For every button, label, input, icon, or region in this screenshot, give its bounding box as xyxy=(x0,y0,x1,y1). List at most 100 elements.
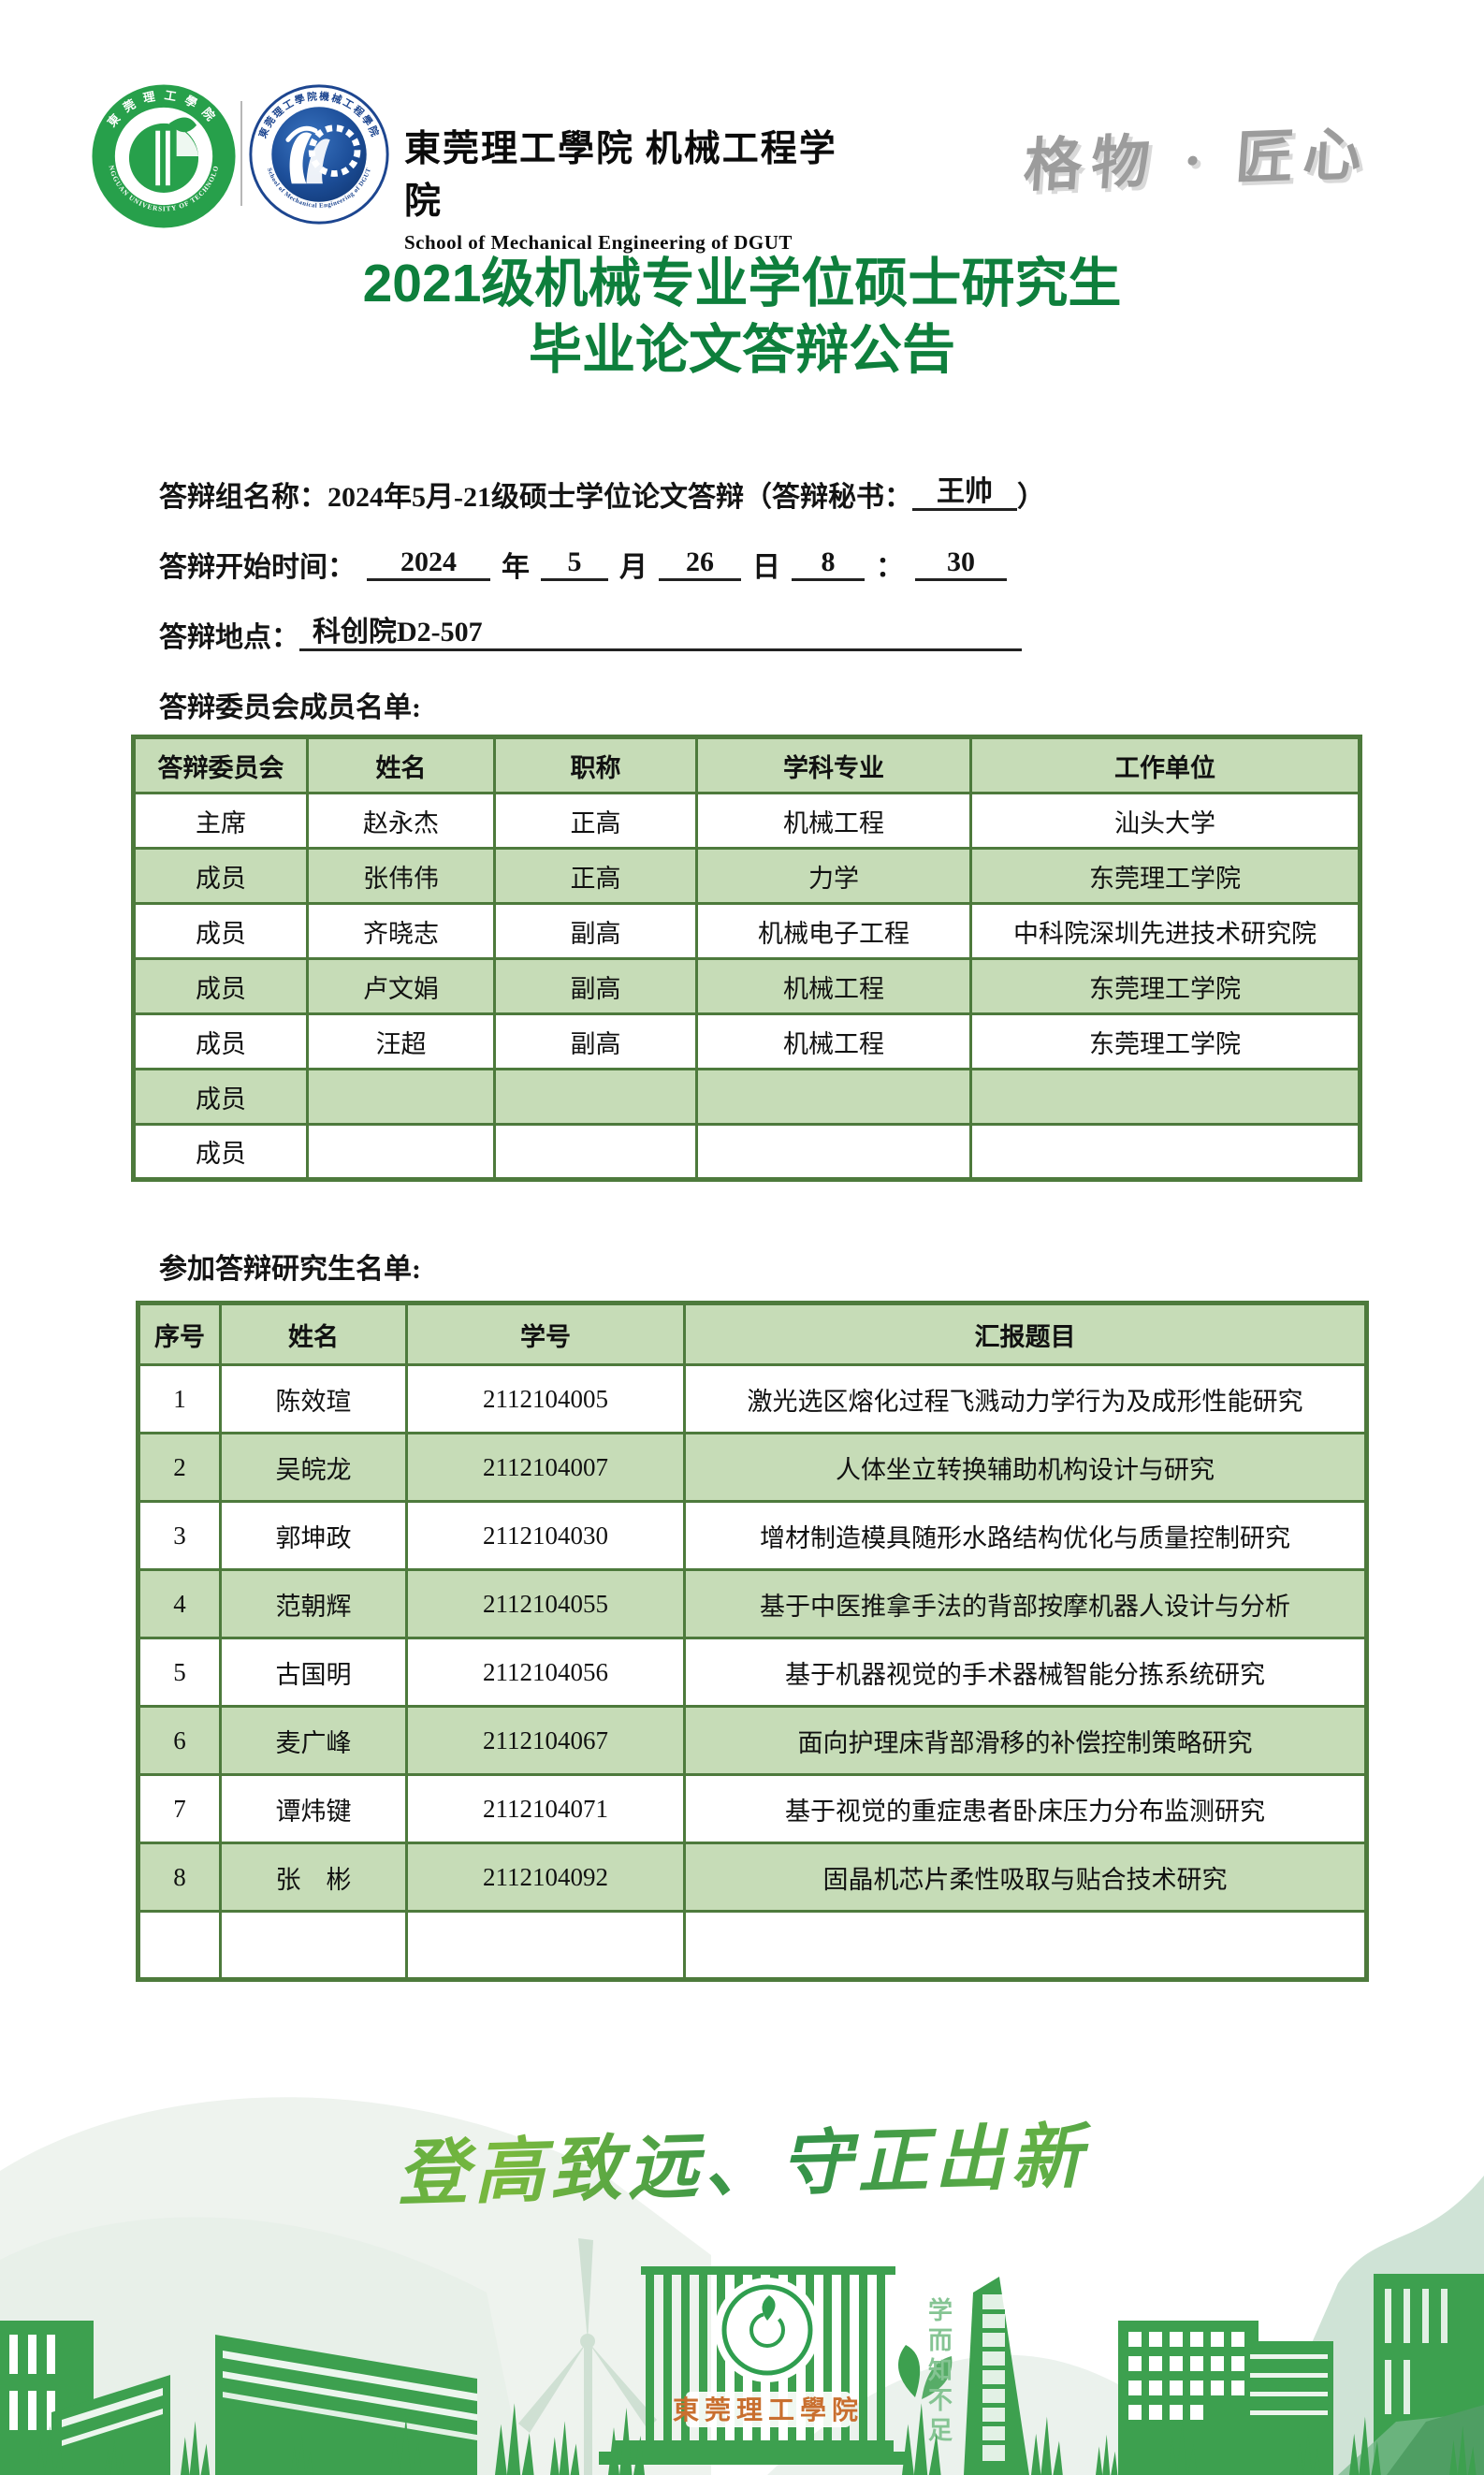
page-title-line2: 毕业论文答辩公告 xyxy=(529,320,955,380)
table-row xyxy=(137,1910,1368,1981)
defense-group-line: 答辩组名称： 2024年5月-21级硕士学位论文答辩（答辩秘书： 王帅） xyxy=(159,459,1347,529)
defense-venue-line: 答辩地点： 科创院D2-507 xyxy=(159,599,1347,669)
table-cell: 张 彬 xyxy=(219,1842,408,1913)
table-cell: 卢文娟 xyxy=(306,957,496,1015)
table-cell: 力学 xyxy=(695,847,972,905)
table-cell: 成员 xyxy=(132,1123,309,1181)
table-cell: 2112104030 xyxy=(405,1500,686,1571)
table-row: 4 范朝辉 2112104055 基于中医推拿手法的背部按摩机器人设计与分析 xyxy=(137,1568,1368,1639)
building-silhouette-right xyxy=(1118,2274,1484,2475)
defense-group-suffix: ） xyxy=(1017,481,1045,513)
table-cell: 7 xyxy=(137,1773,222,1844)
table-cell: 1 xyxy=(137,1363,222,1434)
table-cell: 副高 xyxy=(493,957,698,1015)
table-cell: 范朝辉 xyxy=(219,1568,408,1639)
page-title: 2021级机械专业学位硕士研究生 毕业论文答辩公告 xyxy=(0,251,1484,384)
stone-inscription: 学而知不足 xyxy=(925,2296,953,2447)
table-row: 成员 xyxy=(132,1123,1361,1181)
table-cell: 面向护理床背部滑移的补偿控制策略研究 xyxy=(683,1705,1368,1776)
table-cell: 吴皖龙 xyxy=(219,1432,408,1503)
table-cell: 主席 xyxy=(132,792,309,850)
table-cell xyxy=(683,1910,1368,1981)
table-cell: 6 xyxy=(137,1705,222,1776)
table-cell xyxy=(405,1910,686,1981)
table-cell xyxy=(306,1068,496,1126)
table-cell xyxy=(695,1123,972,1181)
column-header: 序号 xyxy=(137,1302,222,1366)
table-cell: 成员 xyxy=(132,957,309,1015)
table-row: 成员 张伟伟 正高 力学 东莞理工学院 xyxy=(132,847,1361,905)
defense-year: 2024 xyxy=(367,546,490,581)
table-cell: 2112104007 xyxy=(405,1432,686,1503)
table-cell: 麦广峰 xyxy=(219,1705,408,1776)
table-cell xyxy=(695,1068,972,1126)
table-row: 5 古国明 2112104056 基于机器视觉的手术器械智能分拣系统研究 xyxy=(137,1637,1368,1708)
table-cell: 增材制造模具随形水路结构优化与质量控制研究 xyxy=(683,1500,1368,1571)
campus-tower: 東莞理工學院 xyxy=(599,2266,908,2465)
committee-table: 答辩委员会 姓名 职称 学科专业 工作单位 主席 赵永杰 正高 机械工程 汕头大学 成员 张伟伟 正高力… xyxy=(131,735,1362,1182)
table-cell: 基于视觉的重症患者卧床压力分布监测研究 xyxy=(683,1773,1368,1844)
column-header: 姓名 xyxy=(219,1302,408,1366)
header-row: 答辩委员会 姓名 职称 学科专业 工作单位 xyxy=(132,735,1361,794)
table-cell: 3 xyxy=(137,1500,222,1571)
university-seal-logo: 東莞理工學院 DONGGUAN UNIVERSITY OF TECHNOLOGY xyxy=(91,83,236,228)
table-row: 主席 赵永杰 正高 机械工程 汕头大学 xyxy=(132,792,1361,850)
defense-time-line: 答辩开始时间： 2024 年 5 月 26 日 8 ： 30 xyxy=(159,529,1347,599)
stone-and-monument: 学而知不足 xyxy=(898,2277,1029,2475)
header-divider xyxy=(240,101,242,206)
footer-illustration: 東莞理工學院 学而知不足 xyxy=(0,2097,1484,2475)
table-row: 1 陈效瑄 2112104005 激光选区熔化过程飞溅动力学行为及成形性能研究 xyxy=(137,1363,1368,1434)
table-cell xyxy=(306,1123,496,1181)
column-header: 姓名 xyxy=(306,735,496,794)
table-cell: 人体坐立转换辅助机构设计与研究 xyxy=(683,1432,1368,1503)
table-cell: 齐晓志 xyxy=(306,902,496,960)
table-cell: 2112104071 xyxy=(405,1773,686,1844)
students-heading: 参加答辩研究生名单: xyxy=(159,1253,421,1285)
table-cell: 4 xyxy=(137,1568,222,1639)
header-row: 序号 姓名 学号 汇报题目 xyxy=(137,1302,1368,1366)
table-cell: 谭炜键 xyxy=(219,1773,408,1844)
table-cell: 正高 xyxy=(493,847,698,905)
table-cell xyxy=(493,1123,698,1181)
table-cell: 汪超 xyxy=(306,1012,496,1070)
table-row: 7 谭炜键 2112104071 基于视觉的重症患者卧床压力分布监测研究 xyxy=(137,1773,1368,1844)
table-cell: 机械工程 xyxy=(695,957,972,1015)
wind-turbine xyxy=(518,2238,657,2475)
unit-day: 日 xyxy=(752,551,780,583)
unit-year: 年 xyxy=(502,551,530,583)
table-row: 6 麦广峰 2112104067 面向护理床背部滑移的补偿控制策略研究 xyxy=(137,1705,1368,1776)
column-header: 职称 xyxy=(493,735,698,794)
table-cell: 机械工程 xyxy=(695,792,972,850)
table-cell xyxy=(969,1123,1361,1181)
footer-building-label: 東莞理工學院 xyxy=(673,2395,864,2425)
table-cell: 机械工程 xyxy=(695,1012,972,1070)
table-cell: 2112104067 xyxy=(405,1705,686,1776)
table-cell: 赵永杰 xyxy=(306,792,496,850)
table-cell: 中科院深圳先进技术研究院 xyxy=(969,902,1361,960)
table-cell: 2112104092 xyxy=(405,1842,686,1913)
table-cell: 汕头大学 xyxy=(969,792,1361,850)
school-name-cn: 東莞理工學院 机械工程学院 xyxy=(404,129,837,222)
column-header: 工作单位 xyxy=(969,735,1361,794)
table-cell: 5 xyxy=(137,1637,222,1708)
column-header: 汇报题目 xyxy=(683,1302,1368,1366)
defense-venue-label: 答辩地点： xyxy=(159,621,299,653)
table-cell xyxy=(969,1068,1361,1126)
table-cell: 2 xyxy=(137,1432,222,1503)
defense-time-label: 答辩开始时间： xyxy=(159,551,356,583)
defense-month: 5 xyxy=(541,546,608,581)
table-cell: 副高 xyxy=(493,1012,698,1070)
table-cell: 成员 xyxy=(132,1068,309,1126)
defense-group-value: 2024年5月-21级硕士学位论文答辩（答辩秘书： xyxy=(327,481,912,513)
committee-heading: 答辩委员会成员名单: xyxy=(159,692,421,723)
table-cell xyxy=(137,1910,222,1981)
page-title-line1: 2021级机械专业学位硕士研究生 xyxy=(362,254,1122,313)
table-cell: 2112104056 xyxy=(405,1637,686,1708)
table-cell: 副高 xyxy=(493,902,698,960)
defense-minute: 30 xyxy=(915,546,1007,581)
school-name-en: School of Mechanical Engineering of DGUT xyxy=(404,231,793,254)
university-emblem xyxy=(128,117,199,193)
table-row: 成员 卢文娟 副高 机械工程 东莞理工学院 xyxy=(132,957,1361,1015)
